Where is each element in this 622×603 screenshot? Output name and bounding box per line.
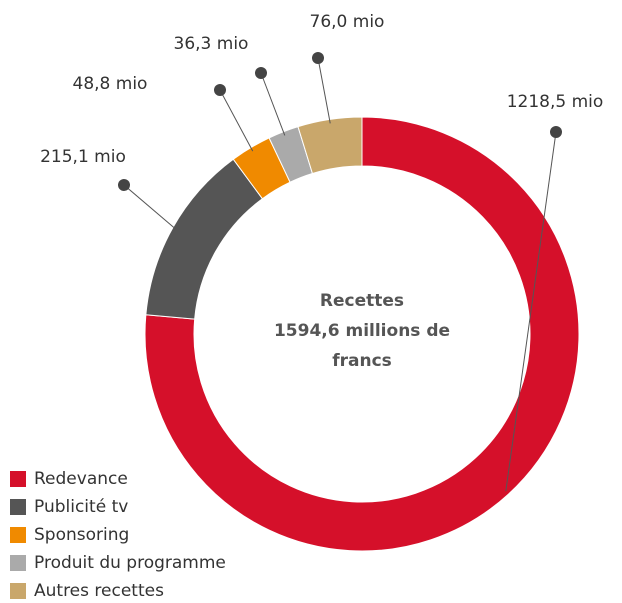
- legend-label: Redevance: [34, 469, 128, 489]
- leader-line: [505, 131, 557, 492]
- leader-line: [219, 89, 254, 152]
- legend-swatch: [10, 499, 26, 515]
- data-label: 36,3 mio: [174, 34, 249, 54]
- legend-label: Autres recettes: [34, 581, 164, 601]
- leader-dot: [118, 179, 130, 191]
- chart-subtitle: 1594,6 millions de francs: [273, 321, 451, 371]
- leader-line: [260, 72, 286, 136]
- donut-slice: [144, 116, 580, 552]
- data-label: 48,8 mio: [73, 74, 148, 94]
- legend-label: Produit du programme: [34, 553, 226, 573]
- legend-swatch: [10, 527, 26, 543]
- legend-label: Sponsoring: [34, 525, 129, 545]
- center-label: Recettes 1594,6 millions de francs: [262, 286, 462, 376]
- leader-dot: [312, 52, 324, 64]
- data-label: 215,1 mio: [40, 147, 126, 167]
- data-label: 1218,5 mio: [507, 92, 604, 112]
- leader-dot: [255, 67, 267, 79]
- leader-line: [317, 57, 331, 124]
- chart-title: Recettes: [319, 291, 405, 311]
- leader-line: [123, 184, 177, 230]
- legend-swatch: [10, 471, 26, 487]
- leader-dot: [214, 84, 226, 96]
- leader-dot: [550, 126, 562, 138]
- data-label: 76,0 mio: [310, 12, 385, 32]
- legend-label: Publicité tv: [34, 497, 128, 517]
- legend-swatch: [10, 583, 26, 599]
- donut-slice: [145, 158, 264, 320]
- legend-swatch: [10, 555, 26, 571]
- donut-slice: [297, 116, 363, 175]
